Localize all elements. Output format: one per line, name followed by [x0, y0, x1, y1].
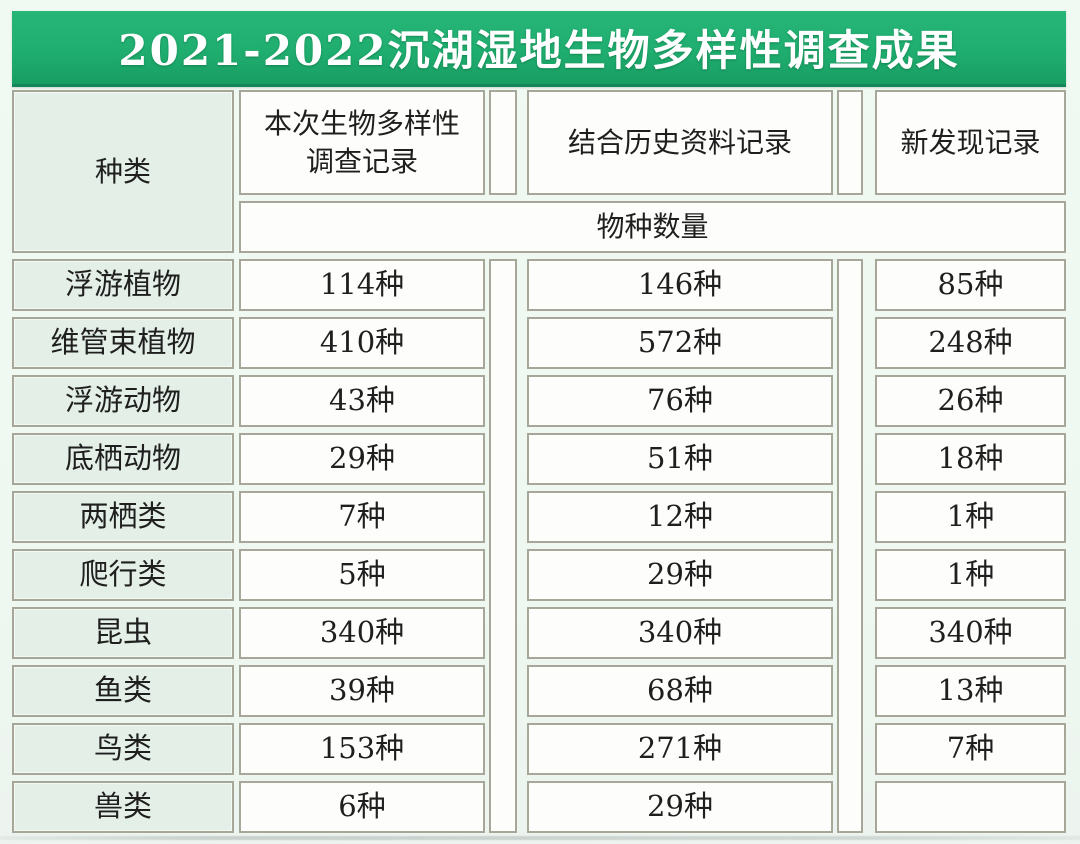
cell-historical: 146种: [527, 259, 833, 311]
spacer-column-left: [489, 259, 517, 833]
cell-new: 1种: [875, 491, 1066, 543]
cell-new: [875, 781, 1066, 833]
header-species: 种类: [12, 90, 234, 253]
cell-historical: 29种: [527, 781, 833, 833]
cell-historical: 29种: [527, 549, 833, 601]
cell-current: 153种: [239, 723, 485, 775]
cell-new: 7种: [875, 723, 1066, 775]
cell-current: 114种: [239, 259, 485, 311]
cell-historical: 12种: [527, 491, 833, 543]
header-current-survey: 本次生物多样性调查记录: [239, 90, 485, 195]
row-label: 维管束植物: [12, 317, 234, 369]
subheader-species-count: 物种数量: [239, 201, 1066, 253]
row-label: 爬行类: [12, 549, 234, 601]
cell-historical: 76种: [527, 375, 833, 427]
cell-current: 6种: [239, 781, 485, 833]
cell-new: 13种: [875, 665, 1066, 717]
row-label: 鸟类: [12, 723, 234, 775]
cell-current: 39种: [239, 665, 485, 717]
row-label: 底栖动物: [12, 433, 234, 485]
cell-current: 410种: [239, 317, 485, 369]
cell-new: 248种: [875, 317, 1066, 369]
row-label: 浮游植物: [12, 259, 234, 311]
cell-current: 43种: [239, 375, 485, 427]
cell-historical: 340种: [527, 607, 833, 659]
row-label: 昆虫: [12, 607, 234, 659]
header-current-survey-label: 本次生物多样性调查记录: [263, 106, 460, 178]
cell-historical: 271种: [527, 723, 833, 775]
cell-historical: 572种: [527, 317, 833, 369]
header-historical: 结合历史资料记录: [527, 90, 833, 195]
row-label: 鱼类: [12, 665, 234, 717]
cell-current: 5种: [239, 549, 485, 601]
title-banner: 2021-2022沉湖湿地生物多样性调查成果: [12, 11, 1066, 87]
biodiversity-table: 种类 本次生物多样性调查记录 结合历史资料记录 新发现记录 物种数量 浮游植物 …: [12, 90, 1066, 833]
cell-new: 340种: [875, 607, 1066, 659]
row-label: 兽类: [12, 781, 234, 833]
cell-new: 18种: [875, 433, 1066, 485]
header-spacer-left: [489, 90, 517, 195]
header-spacer-right: [837, 90, 863, 195]
page-title: 2021-2022沉湖湿地生物多样性调查成果: [118, 26, 960, 75]
cell-historical: 68种: [527, 665, 833, 717]
row-label: 浮游动物: [12, 375, 234, 427]
header-new-discovery: 新发现记录: [875, 90, 1066, 195]
cell-new: 1种: [875, 549, 1066, 601]
cell-new: 26种: [875, 375, 1066, 427]
cell-current: 7种: [239, 491, 485, 543]
row-label: 两栖类: [12, 491, 234, 543]
page-bottom-shadow: [0, 836, 1080, 840]
cell-new: 85种: [875, 259, 1066, 311]
cell-historical: 51种: [527, 433, 833, 485]
spacer-column-right: [837, 259, 863, 833]
cell-current: 29种: [239, 433, 485, 485]
cell-current: 340种: [239, 607, 485, 659]
